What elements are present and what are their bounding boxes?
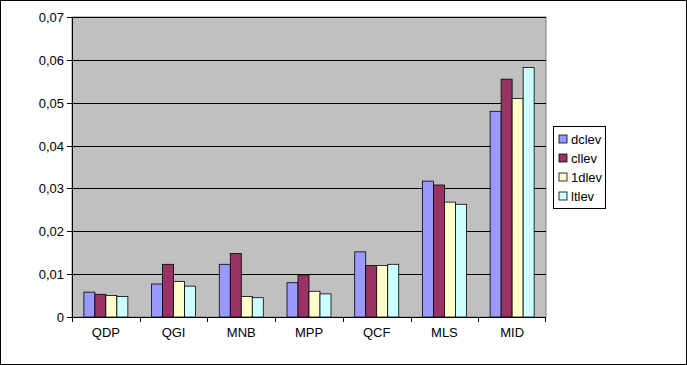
- y-tick-label: 0,06: [39, 53, 64, 68]
- legend-label: 1dlev: [571, 170, 603, 185]
- tick-mark: [67, 231, 72, 232]
- tick-mark: [67, 274, 72, 275]
- bar: [287, 283, 298, 317]
- bar: [512, 98, 523, 317]
- bar: [252, 298, 263, 317]
- x-axis: [72, 317, 546, 318]
- legend-swatch: [559, 192, 567, 200]
- bar: [455, 204, 466, 317]
- x-tick: [207, 317, 208, 322]
- bar: [501, 79, 512, 317]
- x-tick: [275, 317, 276, 322]
- grid-line: [72, 317, 546, 318]
- x-tick: [545, 317, 546, 322]
- x-tick: [343, 317, 344, 322]
- bar: [490, 111, 501, 317]
- legend-label: cllev: [571, 151, 598, 166]
- plot-area: [72, 17, 546, 317]
- bar: [185, 286, 196, 317]
- tick-mark: [67, 103, 72, 104]
- x-tick: [478, 317, 479, 322]
- x-tick-label: QCF: [363, 325, 391, 340]
- legend-swatch: [559, 135, 567, 143]
- bar: [106, 296, 117, 317]
- y-tick-label: 0,05: [39, 96, 64, 111]
- y-tick-label: 0,02: [39, 224, 64, 239]
- bar: [388, 264, 399, 317]
- y-tick-label: 0,04: [39, 139, 64, 154]
- grid-line: [72, 17, 546, 18]
- legend-box: [554, 127, 606, 209]
- grid-line: [72, 231, 546, 232]
- bar: [241, 296, 252, 317]
- bar: [366, 266, 377, 317]
- tick-mark: [67, 146, 72, 147]
- bar: [433, 185, 444, 317]
- legend-swatch: [559, 154, 567, 162]
- bar: [355, 252, 366, 317]
- grid-line: [72, 188, 546, 189]
- bar: [422, 181, 433, 317]
- bar: [523, 68, 534, 317]
- x-tick: [140, 317, 141, 322]
- legend-label: dclev: [571, 132, 602, 147]
- x-tick-label: QDP: [92, 325, 120, 340]
- x-tick-label: MPP: [295, 325, 323, 340]
- x-tick-label: MLS: [431, 325, 458, 340]
- bar: [174, 281, 185, 317]
- bar: [298, 275, 309, 317]
- tick-mark: [67, 188, 72, 189]
- bar: [230, 254, 241, 317]
- bar: [84, 292, 95, 317]
- y-tick-label: 0: [57, 310, 64, 325]
- x-tick-label: QGI: [162, 325, 186, 340]
- bar: [219, 264, 230, 317]
- y-tick-label: 0,07: [39, 10, 64, 25]
- grid-line: [72, 60, 546, 61]
- tick-mark: [67, 17, 72, 18]
- bars: [84, 68, 534, 317]
- bar: [117, 296, 128, 317]
- legend-label: ltlev: [571, 189, 595, 204]
- x-tick: [72, 317, 73, 322]
- tick-mark: [67, 60, 72, 61]
- bar: [444, 202, 455, 317]
- chart-frame: [1, 1, 687, 365]
- bar: [163, 264, 174, 317]
- chart: 0 0,01 0,02 0,03 0,04 0,05 0,06 0,07 QDP QGI MNB MP…: [0, 0, 687, 365]
- grid-line: [72, 146, 546, 147]
- x-tick-label: MID: [500, 325, 524, 340]
- bar: [152, 284, 163, 317]
- y-axis: [72, 17, 73, 317]
- bar: [95, 294, 106, 317]
- bar: [320, 294, 331, 317]
- grid-line: [72, 103, 546, 104]
- tick-mark: [67, 317, 72, 318]
- y-tick-label: 0,03: [39, 181, 64, 196]
- bar: [309, 291, 320, 317]
- x-tick-label: MNB: [227, 325, 256, 340]
- y-tick-label: 0,01: [39, 267, 64, 282]
- x-tick: [411, 317, 412, 322]
- bar: [377, 266, 388, 317]
- legend-swatch: [559, 173, 567, 181]
